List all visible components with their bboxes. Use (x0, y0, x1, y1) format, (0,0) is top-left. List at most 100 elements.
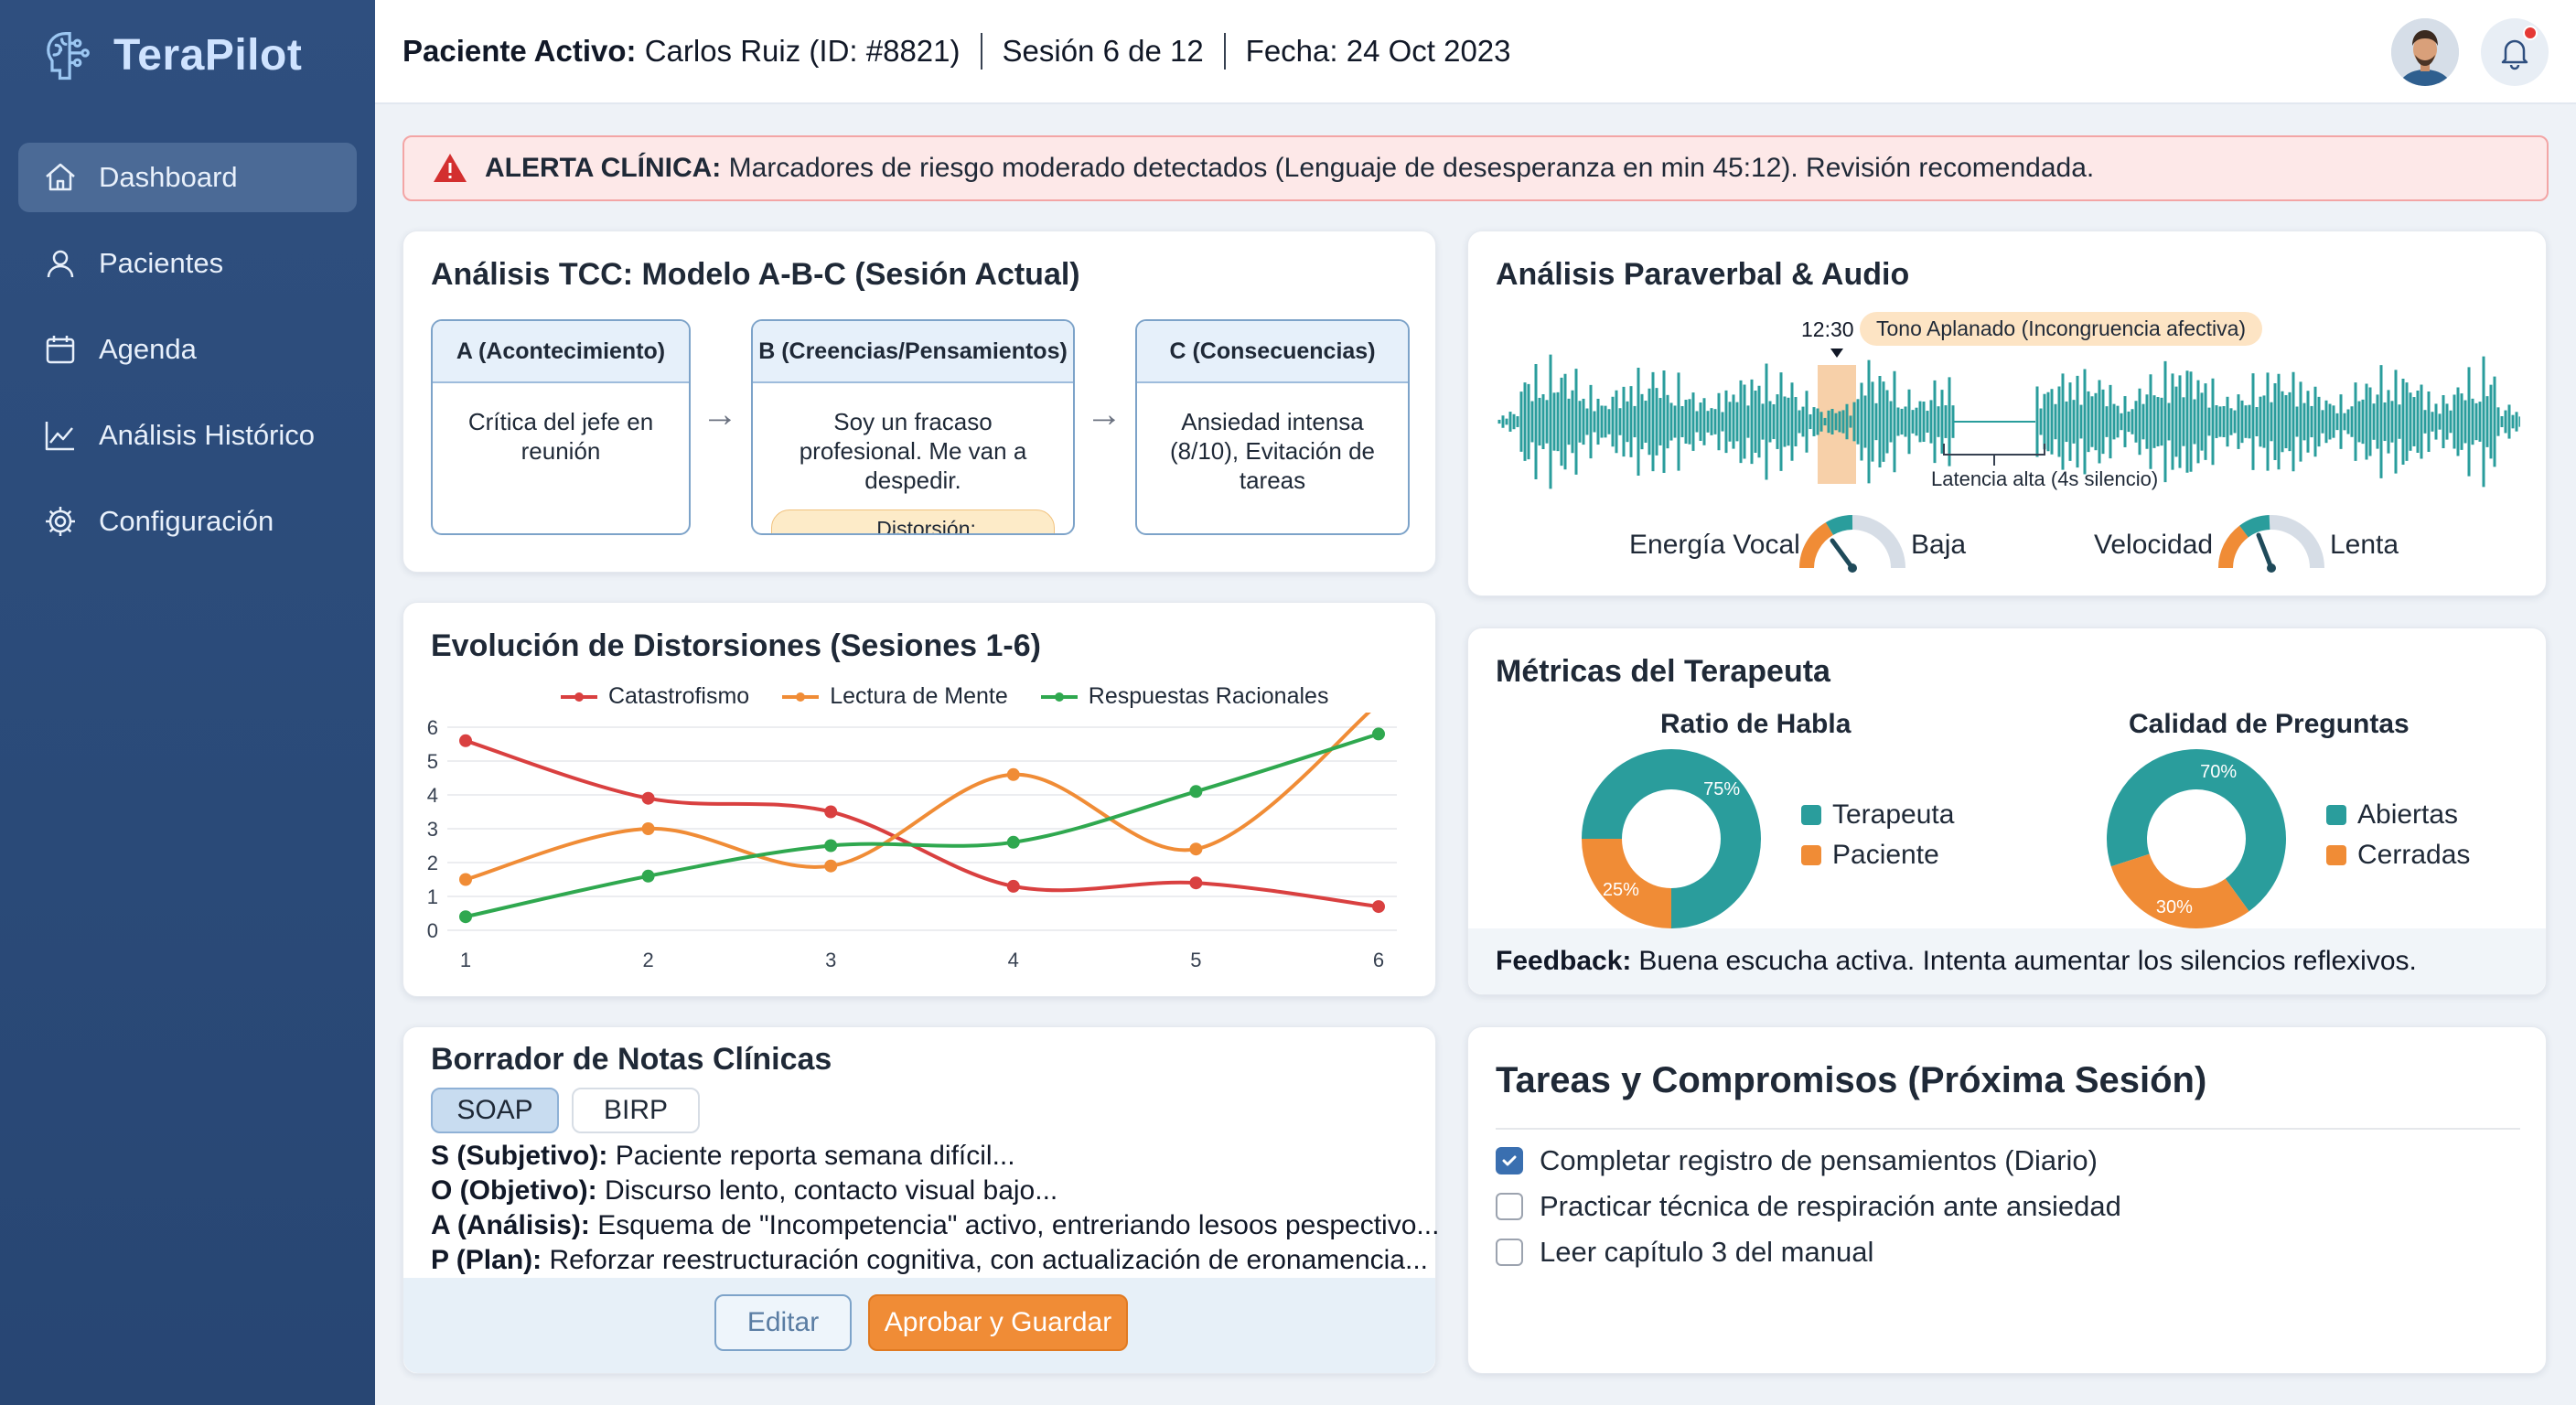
legend-swatch (1801, 845, 1821, 865)
donut-slice-label-1: 25% (1603, 880, 1639, 900)
paraverbal-card: Análisis Paraverbal & Audio 12:30 Tono A… (1467, 231, 2547, 596)
question-quality-donut[interactable]: 70% 30% (2105, 747, 2288, 930)
top-header: Paciente Activo: Carlos Ruiz (ID: #8821)… (375, 0, 2576, 104)
task-item[interactable]: Practicar técnica de respiración ante an… (1496, 1190, 2121, 1223)
note-p-label: P (Plan): (431, 1245, 542, 1275)
chart-line-icon (45, 422, 74, 451)
legend-item-lectura-de-mente[interactable]: Lectura de Mente (780, 683, 1008, 710)
abc-a-body: Crítica del jefe en reunión (467, 408, 654, 465)
y-tick-label: 5 (427, 750, 438, 773)
sidebar-nav: Dashboard Pacientes Agenda Análisis Hist… (18, 143, 357, 573)
distortion-badge: Distorsión: Catastrofismo (771, 509, 1055, 533)
legend-swatch (2326, 845, 2346, 865)
session-date: Fecha: 24 Oct 2023 (1245, 34, 1511, 68)
sidebar-item-dashboard[interactable]: Dashboard (18, 143, 357, 212)
brand-name: TeraPilot (113, 30, 303, 80)
task-label: Completar registro de pensamientos (Diar… (1540, 1144, 2098, 1176)
bell-icon (2501, 39, 2528, 70)
quality-legend: Abiertas Cerradas (2326, 795, 2470, 875)
edit-button[interactable]: Editar (714, 1294, 852, 1351)
header-divider (980, 33, 982, 70)
y-tick-label: 0 (427, 919, 438, 942)
donut-slice-0 (2107, 749, 2286, 912)
note-p: P (Plan): Reforzar reestructuración cogn… (431, 1243, 1439, 1278)
note-o: O (Objetivo): Discurso lento, contacto v… (431, 1174, 1439, 1208)
alert-label: ALERTA CLÍNICA: (485, 153, 722, 183)
legend-swatch (1040, 692, 1078, 702)
speed-label: Velocidad (2094, 530, 2214, 560)
tab-birp[interactable]: BIRP (572, 1088, 700, 1133)
abc-box-c[interactable]: C (Consecuencias) Ansiedad intensa (8/10… (1135, 319, 1410, 535)
header-divider (1223, 33, 1226, 70)
speed-value: Lenta (2330, 530, 2399, 560)
sidebar-item-agenda[interactable]: Agenda (18, 315, 357, 384)
data-point-2-2 (824, 839, 838, 853)
avatar[interactable] (2391, 18, 2459, 86)
calendar-icon (46, 336, 75, 364)
legend-item-respuestas-racionales[interactable]: Respuestas Racionales (1039, 683, 1329, 710)
soap-notes[interactable]: S (Subjetivo): Paciente reporta semana d… (431, 1139, 1439, 1278)
note-s-text: Paciente reporta semana difícil... (615, 1141, 1015, 1171)
abc-b-body-wrap: Soy un fracaso profesional. Me van a des… (753, 383, 1073, 533)
tone-badge[interactable]: Tono Aplanado (Incongruencia afectiva) (1860, 312, 2263, 346)
y-tick-label: 6 (427, 716, 438, 739)
abc-box-b[interactable]: B (Creencias/Pensamientos) Soy un fracas… (751, 319, 1075, 535)
checkbox-checked[interactable] (1496, 1147, 1523, 1174)
donut-slice-label-0: 75% (1703, 779, 1740, 799)
data-point-2-1 (641, 869, 655, 883)
audio-waveform[interactable] (1496, 339, 2520, 504)
note-a-label: A (Análisis): (431, 1210, 590, 1240)
notifications-button[interactable] (2481, 18, 2549, 86)
legend-label: Abiertas (2357, 799, 2459, 830)
legend-swatch (782, 692, 820, 702)
legend-label: Cerradas (2357, 840, 2471, 870)
data-point-0-5 (1372, 900, 1385, 914)
legend-item-catastrofismo[interactable]: Catastrofismo (559, 683, 749, 710)
user-icon (47, 250, 74, 278)
donut-slice-1 (1582, 838, 1672, 928)
checkbox[interactable] (1496, 1193, 1523, 1220)
notes-footer: Editar Aprobar y Guardar (403, 1278, 1435, 1373)
task-label: Practicar técnica de respiración ante an… (1540, 1190, 2121, 1222)
legend-item-paciente: Paciente (1801, 835, 1954, 875)
energy-gauge-icon (1799, 515, 1905, 573)
warning-icon (434, 154, 467, 182)
therapist-metrics-card: Métricas del Terapeuta Ratio de Habla 75… (1467, 627, 2547, 995)
task-item[interactable]: Completar registro de pensamientos (Diar… (1496, 1144, 2098, 1177)
task-item[interactable]: Leer capítulo 3 del manual (1496, 1236, 1873, 1269)
sidebar-item-pacientes[interactable]: Pacientes (18, 229, 357, 298)
y-tick-label: 4 (427, 784, 438, 807)
donut-slice-label-0: 70% (2200, 762, 2237, 782)
alert-text: Marcadores de riesgo moderado detectados… (728, 153, 2095, 183)
note-a: A (Análisis): Esquema de "Incompetencia"… (431, 1208, 1439, 1243)
legend-label: Respuestas Racionales (1088, 683, 1329, 709)
tab-soap[interactable]: SOAP (431, 1088, 559, 1133)
sidebar-item-label: Análisis Histórico (99, 419, 316, 451)
sidebar-item-analisis-historico[interactable]: Análisis Histórico (18, 401, 357, 470)
y-tick-label: 1 (427, 885, 438, 908)
donut-slice-1 (2110, 853, 2249, 928)
brand-logo[interactable]: TeraPilot (37, 24, 302, 86)
note-o-label: O (Objetivo): (431, 1175, 597, 1206)
clinical-notes-card: Borrador de Notas Clínicas SOAP BIRP S (… (402, 1026, 1439, 1374)
tasks-title: Tareas y Compromisos (Próxima Sesión) (1496, 1060, 2207, 1100)
task-label: Leer capítulo 3 del manual (1540, 1236, 1874, 1268)
abc-c-body: Ansiedad intensa (8/10), Evitación de ta… (1169, 408, 1375, 494)
legend-item-abiertas: Abiertas (2326, 795, 2470, 835)
data-point-1-1 (641, 822, 655, 835)
ratio-title: Ratio de Habla (1660, 709, 1852, 739)
abc-box-a[interactable]: A (Acontecimiento) Crítica del jefe en r… (431, 319, 691, 535)
checkbox[interactable] (1496, 1239, 1523, 1266)
data-point-1-4 (1189, 842, 1203, 856)
ratio-legend: Terapeuta Paciente (1801, 795, 1954, 875)
data-point-0-0 (459, 734, 472, 747)
paraverbal-title: Análisis Paraverbal & Audio (1496, 257, 1910, 292)
abc-b-header: B (Creencias/Pensamientos) (753, 321, 1073, 383)
metrics-title: Métricas del Terapeuta (1496, 654, 1830, 689)
talk-ratio-donut[interactable]: 75% 25% (1580, 747, 1763, 930)
x-tick-label: 1 (460, 949, 471, 971)
data-point-0-4 (1189, 876, 1203, 890)
sidebar-item-configuracion[interactable]: Configuración (18, 487, 357, 556)
approve-save-button[interactable]: Aprobar y Guardar (868, 1294, 1128, 1351)
